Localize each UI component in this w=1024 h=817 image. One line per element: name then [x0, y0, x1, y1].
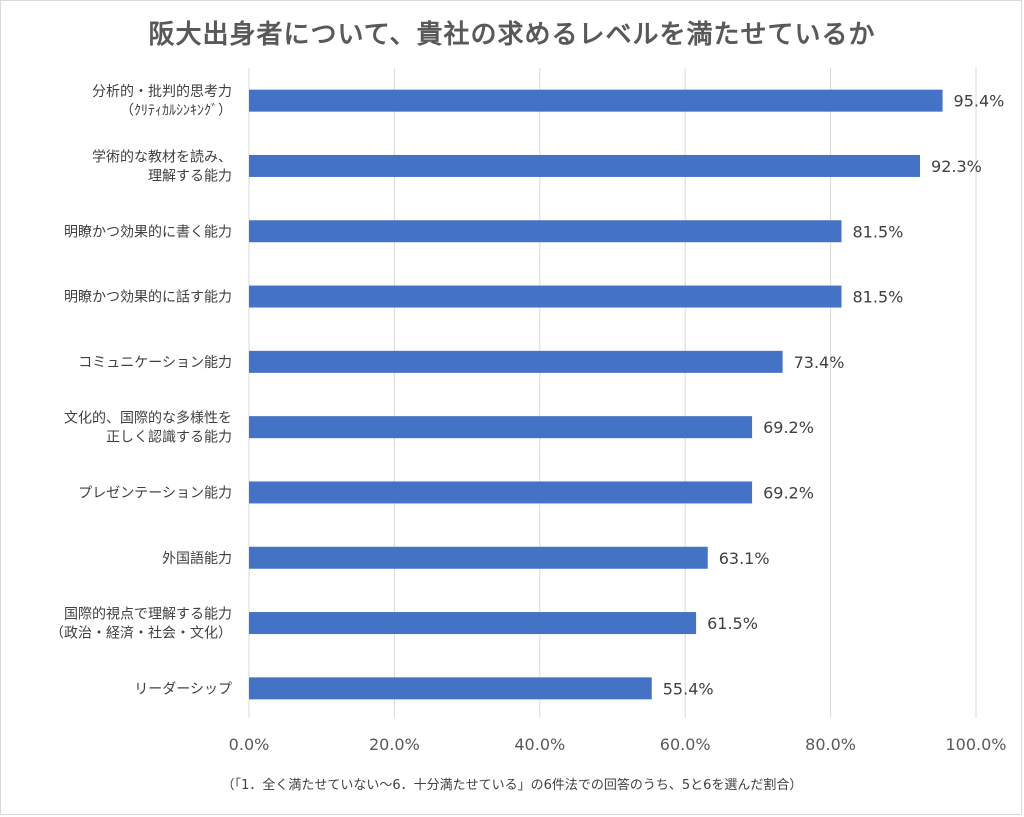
chart-footnote: （「1．全く満たせていない～6．十分満たせている」の6件法での回答のうち、5と6…	[221, 778, 803, 793]
category-label: 国際的視点で理解する能力	[64, 607, 232, 623]
x-tick-label: 80.0%	[805, 735, 856, 754]
data-label: 63.1%	[719, 549, 770, 568]
bar	[249, 677, 652, 700]
category-label: 正しく認識する能力	[106, 430, 232, 446]
x-tick-label: 100.0%	[945, 735, 1006, 754]
data-label: 92.3%	[931, 157, 982, 176]
category-label: 明瞭かつ効果的に書く能力	[64, 224, 232, 240]
data-label: 61.5%	[707, 614, 758, 633]
bar	[249, 350, 783, 373]
category-label: （政治・経済・社会・文化）	[50, 626, 232, 642]
bar	[249, 416, 753, 439]
x-tick-label: 20.0%	[369, 735, 420, 754]
bar	[249, 285, 842, 308]
data-label: 73.4%	[794, 353, 845, 372]
chart-title: 阪大出身者について、貴社の求めるレベルを満たせているか	[148, 20, 876, 50]
x-tick-label: 60.0%	[660, 735, 711, 754]
data-label: 55.4%	[663, 679, 714, 698]
bar	[249, 154, 921, 177]
data-label: 81.5%	[853, 288, 904, 307]
bar	[249, 89, 943, 112]
category-label: 学術的な教材を読み、	[92, 148, 232, 165]
bar	[249, 612, 697, 635]
bar	[249, 481, 753, 504]
bar	[249, 546, 708, 569]
category-label: （ｸﾘﾃｨｶﾙｼﾝｷﾝｸﾞ）	[120, 103, 232, 119]
data-label: 81.5%	[853, 222, 904, 241]
bar	[249, 220, 842, 243]
category-label: 理解する能力	[148, 168, 232, 184]
x-tick-label: 40.0%	[514, 735, 565, 754]
data-label: 95.4%	[954, 92, 1005, 111]
data-label: 69.2%	[763, 483, 814, 502]
category-label: コミュニケーション能力	[78, 355, 232, 371]
category-label: 文化的、国際的な多様性を	[64, 410, 232, 427]
data-label: 69.2%	[763, 418, 814, 437]
x-tick-label: 0.0%	[229, 735, 270, 754]
category-label: プレゼンテーション能力	[78, 485, 232, 501]
category-label: リーダーシップ	[134, 681, 232, 697]
category-label: 分析的・批判的思考力	[92, 84, 232, 100]
category-label: 明瞭かつ効果的に話す能力	[64, 289, 232, 306]
category-label: 外国語能力	[162, 551, 232, 567]
